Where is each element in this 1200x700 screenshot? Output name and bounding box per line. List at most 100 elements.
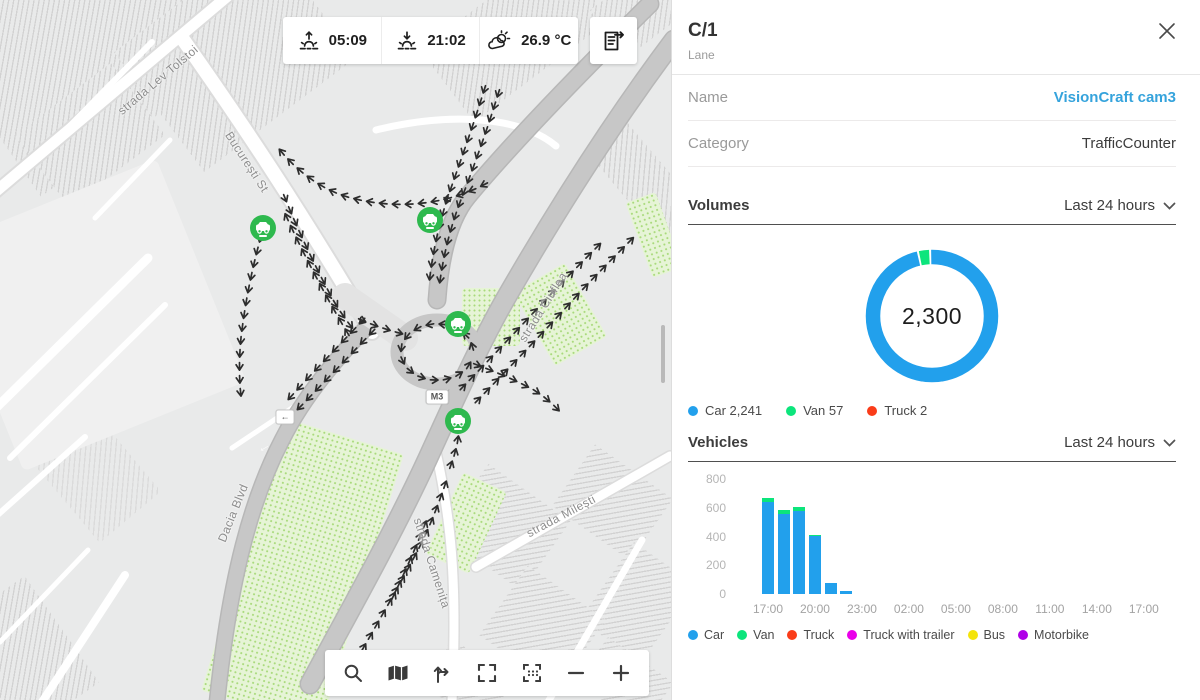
page-subtitle: Lane bbox=[688, 48, 715, 62]
zoom-in-button[interactable] bbox=[603, 655, 639, 691]
legend-dot bbox=[787, 630, 798, 640]
field-value-link[interactable]: VisionCraft cam3 bbox=[1053, 89, 1176, 106]
directions-button[interactable] bbox=[424, 655, 460, 691]
traffic-flow-arrow bbox=[340, 192, 350, 201]
traffic-flow-arrow bbox=[340, 335, 349, 344]
traffic-flow-arrow bbox=[394, 579, 403, 589]
traffic-flow-arrow bbox=[478, 138, 487, 148]
field-label: Name bbox=[688, 89, 729, 106]
traffic-flow-arrow bbox=[580, 283, 589, 292]
traffic-flow-arrow bbox=[287, 158, 295, 167]
traffic-flow-arrow bbox=[512, 326, 521, 335]
bar-segment-car bbox=[824, 583, 837, 594]
traffic-flow-arrow bbox=[296, 402, 305, 411]
legend-dot bbox=[786, 405, 797, 416]
traffic-flow-arrow bbox=[503, 336, 512, 345]
traffic-flow-arrow bbox=[491, 377, 500, 386]
traffic-flow-arrow bbox=[456, 158, 465, 168]
legend-item: Motorbike bbox=[1018, 628, 1089, 642]
traffic-flow-arrow bbox=[472, 109, 482, 119]
traffic-flow-arrow bbox=[253, 246, 262, 256]
traffic-flow-arrow bbox=[626, 236, 635, 245]
traffic-flow-arrow bbox=[417, 372, 426, 381]
traffic-flow-arrow bbox=[398, 356, 406, 365]
traffic-flow-arrow bbox=[460, 187, 469, 196]
weather-info: 26.9 °C bbox=[479, 17, 578, 64]
traffic-flow-arrow bbox=[349, 326, 358, 335]
traffic-flow-arrow bbox=[304, 373, 313, 382]
traffic-flow-arrow bbox=[238, 322, 247, 333]
search-button[interactable] bbox=[335, 655, 371, 691]
camera-marker[interactable] bbox=[444, 310, 472, 338]
traffic-flow-arrow bbox=[584, 251, 593, 260]
camera-marker[interactable] bbox=[416, 206, 444, 234]
traffic-flow-arrow bbox=[545, 321, 554, 330]
traffic-flow-arrow bbox=[404, 199, 414, 209]
volumes-section-title: Volumes bbox=[688, 197, 750, 214]
close-icon[interactable] bbox=[1156, 20, 1178, 42]
sunrise-time: 05:09 bbox=[328, 32, 368, 49]
traffic-flow-arrow bbox=[388, 591, 397, 601]
road-badge: M3 bbox=[425, 389, 449, 405]
traffic-flow-arrow bbox=[472, 360, 482, 369]
traffic-flow-arrow bbox=[486, 113, 496, 123]
report-button[interactable] bbox=[590, 17, 637, 64]
volumes-range-select[interactable]: Last 24 hours bbox=[1064, 197, 1176, 214]
traffic-flow-arrow bbox=[431, 504, 440, 514]
traffic-flow-arrow bbox=[341, 355, 350, 364]
vehicle-camera-icon bbox=[445, 311, 471, 337]
scan-area-button[interactable] bbox=[514, 655, 550, 691]
legend-item: Truck bbox=[787, 628, 834, 642]
traffic-flow-arrow bbox=[278, 148, 287, 157]
traffic-flow-arrow bbox=[399, 568, 408, 577]
volumes-legend: Car 2,241 Van 57 Truck 2 bbox=[688, 403, 1176, 418]
legend-label: Truck with trailer bbox=[863, 628, 955, 642]
fullscreen-button[interactable] bbox=[469, 655, 505, 691]
volumes-range-value: Last 24 hours bbox=[1064, 197, 1155, 214]
vehicles-range-select[interactable]: Last 24 hours bbox=[1064, 434, 1176, 451]
traffic-flow-arrow bbox=[247, 271, 256, 281]
traffic-flow-arrow bbox=[469, 162, 478, 172]
zoom-out-button[interactable] bbox=[558, 655, 594, 691]
traffic-flow-arrow bbox=[404, 332, 412, 341]
vehicles-bar-chart: 0 200 400 600 800 17:00 20:00 23:00 02:00 05:00 08… bbox=[688, 466, 1176, 624]
y-axis-tick: 400 bbox=[705, 529, 726, 544]
traffic-flow-arrow bbox=[485, 355, 494, 364]
header-divider bbox=[672, 74, 1200, 75]
traffic-flow-arrow bbox=[283, 212, 292, 222]
traffic-flow-arrow bbox=[359, 642, 367, 652]
traffic-flow-arrow bbox=[490, 101, 500, 111]
x-axis-tick: 14:00 bbox=[1081, 602, 1112, 616]
traffic-flow-arrow bbox=[406, 366, 415, 375]
map-layers-button[interactable] bbox=[380, 655, 416, 691]
traffic-flow-arrow bbox=[345, 320, 354, 329]
panel-scrollbar[interactable] bbox=[661, 325, 665, 383]
vehicles-range-value: Last 24 hours bbox=[1064, 434, 1155, 451]
traffic-flow-arrow bbox=[365, 631, 374, 641]
traffic-flow-arrow bbox=[440, 480, 449, 490]
camera-marker[interactable] bbox=[444, 407, 472, 435]
directions-icon bbox=[434, 666, 449, 683]
map-canvas[interactable]: strada Lev Tolstoi București St strada Ciu… bbox=[0, 0, 672, 700]
legend-label: Truck bbox=[803, 628, 835, 642]
traffic-flow-arrow bbox=[324, 294, 333, 303]
traffic-flow-arrow bbox=[296, 382, 305, 391]
sunrise-icon bbox=[299, 30, 318, 49]
traffic-flow-arrow bbox=[464, 361, 472, 370]
road-badge: ← bbox=[275, 409, 295, 425]
traffic-flow-arrow bbox=[450, 447, 459, 457]
traffic-flow-arrow bbox=[317, 182, 326, 191]
roads-layer bbox=[0, 0, 672, 700]
traffic-flow-arrow bbox=[438, 261, 447, 271]
traffic-flow-arrow bbox=[306, 259, 314, 269]
traffic-flow-arrow bbox=[295, 229, 304, 239]
traffic-flow-arrow bbox=[318, 276, 327, 286]
traffic-flow-arrow bbox=[447, 183, 456, 193]
sunset-icon bbox=[397, 30, 417, 49]
map-icon bbox=[388, 665, 408, 681]
traffic-flow-arrow bbox=[287, 392, 296, 401]
traffic-flow-arrow bbox=[382, 324, 391, 333]
traffic-flow-arrow bbox=[417, 198, 427, 208]
legend-item: Car 2,241 bbox=[688, 403, 762, 418]
camera-marker[interactable] bbox=[249, 214, 277, 242]
